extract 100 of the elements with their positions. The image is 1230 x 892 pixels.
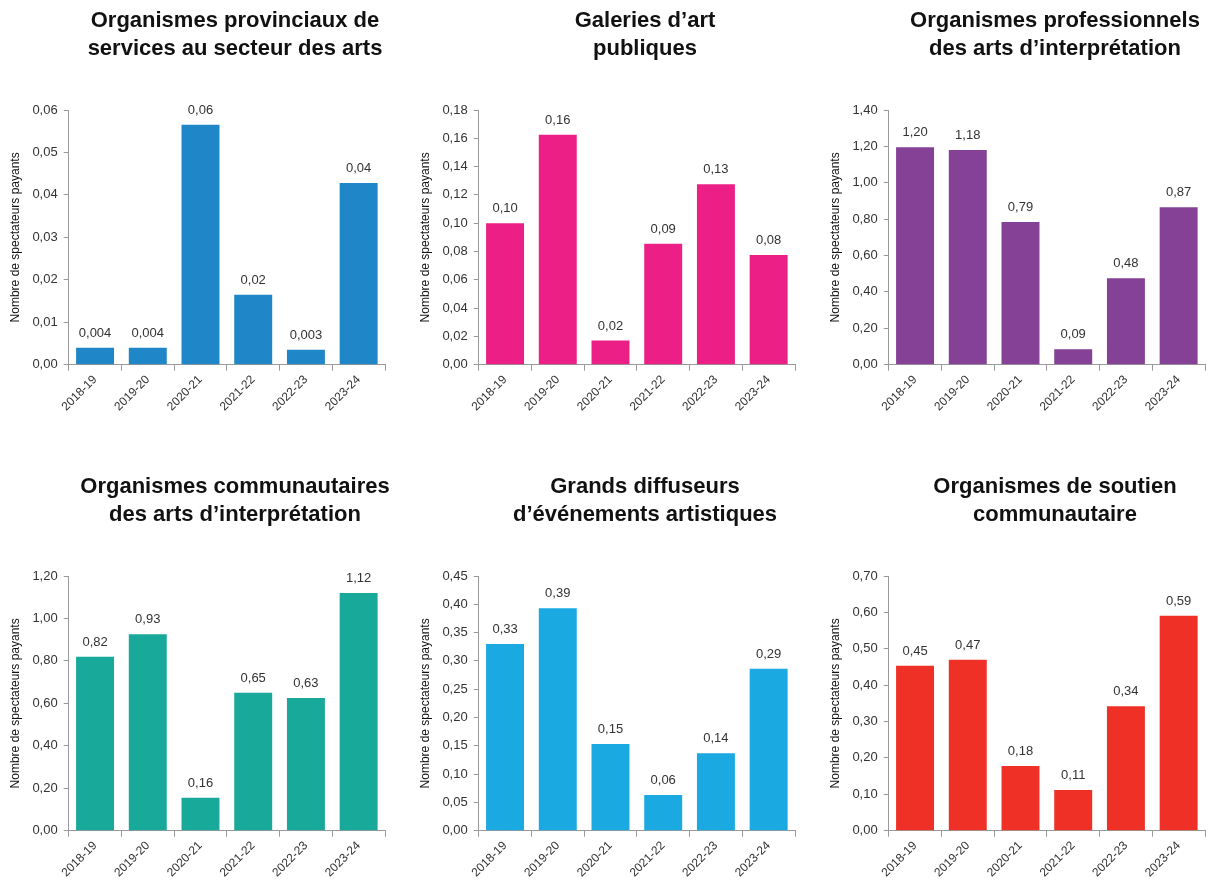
bar [128, 347, 167, 365]
data-label: 0,02 [597, 317, 624, 333]
y-tick-label: 0,60 [852, 603, 878, 619]
y-tick-label: 0,30 [852, 713, 878, 729]
data-label: 0,18 [1007, 742, 1034, 758]
y-tick-label: 0,10 [852, 785, 878, 801]
data-label: 1,20 [902, 124, 928, 140]
chart-title: Galeries d’art publiques [573, 6, 717, 62]
data-label: 1,12 [345, 570, 372, 586]
bar [486, 223, 525, 365]
bar [896, 665, 935, 831]
y-tick-label: 0,04 [32, 186, 58, 202]
y-tick-label: 0,00 [32, 822, 58, 838]
bar [76, 656, 115, 831]
y-axis-title: Nombre de spectateurs payants [417, 618, 432, 789]
data-label: 0,87 [1165, 184, 1192, 200]
bar [644, 795, 683, 831]
y-axis-title: Nombre de spectateurs payants [827, 152, 842, 323]
y-tick-label: 0,45 [442, 567, 468, 583]
y-tick-label: 0,20 [32, 779, 58, 795]
data-label: 0,34 [1113, 683, 1139, 699]
y-axis-title: Nombre de spectateurs payants [7, 618, 22, 789]
y-tick-label: 1,00 [852, 174, 878, 190]
bar [76, 347, 115, 365]
y-tick-label: 0,25 [442, 680, 468, 696]
y-tick-label: 0,12 [442, 186, 468, 202]
data-label: 0,06 [650, 772, 676, 788]
data-label: 1,18 [955, 127, 981, 143]
y-tick-label: 0,40 [852, 283, 878, 299]
data-label: 0,11 [1061, 767, 1086, 783]
bar [181, 797, 220, 831]
y-axis-title: Nombre de spectateurs payants [417, 152, 432, 323]
data-label: 0,16 [187, 774, 214, 790]
chart-title: Organismes provinciaux de services au secteur des arts [86, 6, 384, 62]
data-label: 0,63 [293, 675, 319, 691]
bar [1054, 789, 1093, 831]
bar [696, 184, 735, 365]
bar [1001, 765, 1040, 831]
y-tick-label: 0,80 [32, 652, 58, 668]
data-label: 0,09 [1060, 326, 1086, 342]
bar [234, 294, 273, 365]
data-label: 0,003 [289, 326, 323, 342]
data-label: 0,47 [955, 636, 981, 652]
bar [486, 643, 525, 831]
bar [286, 349, 325, 365]
data-label: 0,16 [545, 111, 571, 127]
y-tick-label: 0,40 [852, 676, 878, 692]
y-tick-label: 0,03 [32, 228, 58, 244]
y-tick-label: 0,05 [442, 793, 468, 809]
bar [1159, 207, 1198, 365]
bar [948, 150, 987, 365]
bar [1106, 706, 1145, 831]
bar [896, 147, 935, 365]
bar [286, 698, 325, 831]
y-tick-label: 0,02 [32, 271, 58, 287]
bar [339, 592, 378, 831]
data-label: 0,33 [492, 620, 518, 636]
y-tick-label: 0,10 [442, 765, 468, 781]
y-axis-title: Nombre de spectateurs payants [7, 152, 22, 323]
bar [749, 668, 788, 831]
data-label: 0,15 [597, 721, 624, 737]
data-label: 0,14 [703, 730, 729, 746]
y-tick-label: 0,10 [442, 214, 468, 230]
y-tick-label: 0,06 [442, 271, 468, 287]
data-label: 0,10 [492, 200, 518, 216]
data-label: 0,004 [78, 324, 112, 340]
bar [1001, 221, 1040, 365]
bar [749, 255, 788, 365]
y-tick-label: 0,00 [852, 356, 878, 372]
y-tick-label: 0,40 [32, 737, 58, 753]
y-tick-label: 0,18 [442, 101, 468, 117]
bar [538, 134, 577, 365]
data-label: 0,13 [703, 161, 729, 177]
y-tick-label: 0,20 [852, 749, 878, 765]
data-label: 0,45 [902, 642, 928, 658]
data-label: 0,29 [755, 645, 782, 661]
y-tick-label: 0,01 [32, 313, 58, 329]
y-tick-label: 0,40 [442, 595, 468, 611]
data-label: 0,02 [240, 271, 266, 287]
data-label: 0,59 [1165, 592, 1192, 608]
data-label: 0,48 [1113, 255, 1139, 271]
y-tick-label: 0,60 [852, 247, 878, 263]
y-tick-label: 0,00 [442, 356, 468, 372]
y-tick-label: 0,08 [442, 243, 468, 259]
data-label: 0,04 [345, 160, 372, 176]
bar [644, 243, 683, 365]
bar [339, 183, 378, 365]
bar [234, 692, 273, 831]
y-tick-label: 1,00 [32, 610, 58, 626]
chart-title: Organismes communautaires des arts d’interprétation [79, 472, 391, 528]
y-tick-label: 0,05 [32, 144, 58, 160]
bar [1159, 615, 1198, 831]
chart-title: Grands diffuseurs d’événements artistiques [511, 472, 779, 528]
bar [948, 659, 987, 831]
y-tick-label: 0,50 [852, 640, 878, 656]
chart-title: Organismes de soutien communautaire [932, 472, 1178, 528]
bar [591, 340, 630, 365]
y-tick-label: 0,00 [852, 822, 878, 838]
data-label: 0,93 [135, 611, 161, 627]
y-tick-label: 0,20 [852, 319, 878, 335]
